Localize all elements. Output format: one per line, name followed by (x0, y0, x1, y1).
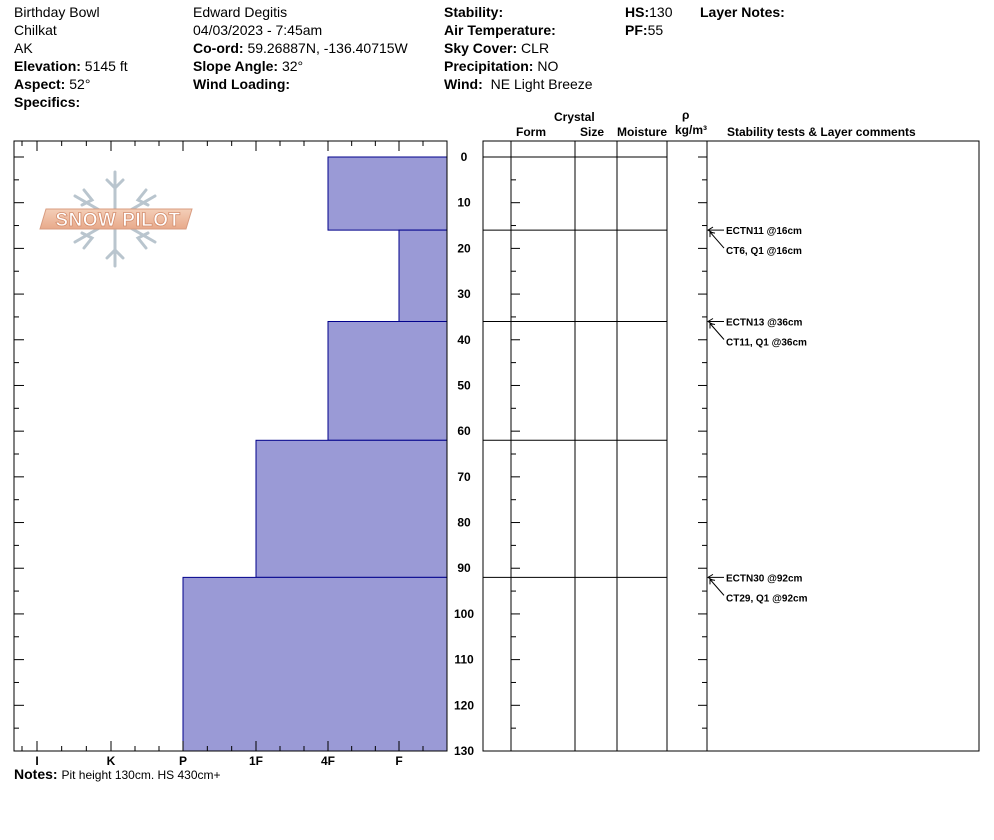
depth-tick-label: 50 (457, 378, 471, 392)
wind-value: NE Light Breeze (490, 76, 593, 92)
specifics-label: Specifics: (14, 94, 81, 110)
stability-test-label: ECTN11 @16cm (726, 226, 802, 237)
depth-tick-label: 0 (461, 150, 468, 164)
depth-tick-label: 80 (457, 516, 471, 530)
size-header: Size (580, 125, 605, 139)
form-header: Form (516, 125, 546, 139)
test-arrow-2 (709, 579, 725, 596)
notes-text: Pit height 130cm. HS 430cm+ (61, 768, 221, 782)
location-name: Birthday Bowl (14, 4, 100, 20)
hardness-tick-label: P (179, 754, 187, 768)
hardness-bar-2 (327, 320, 448, 441)
air-temp-label: Air Temperature: (444, 22, 556, 38)
hardness-bar-1 (398, 229, 448, 322)
hardness-tick-label: K (107, 754, 116, 768)
hs-label: HS: (625, 4, 650, 20)
hardness-bar-3 (255, 439, 448, 578)
depth-tick-label: 60 (457, 424, 471, 438)
table-depth-ticks (511, 156, 707, 752)
precip-row: Precipitation: NO (444, 58, 558, 74)
wind-row: Wind: NE Light Breeze (444, 76, 593, 92)
test-arrowhead-2 (709, 578, 716, 585)
crystal-table-frame (482, 140, 980, 752)
depth-tick-label: 100 (454, 607, 474, 621)
comments-header: Stability tests & Layer comments (727, 125, 916, 139)
snowpilot-logo-banner (39, 208, 193, 230)
elevation-value: 5145 ft (84, 58, 128, 74)
stability-test-label: CT29, Q1 @92cm (726, 593, 808, 604)
slope-value: 32° (281, 58, 304, 74)
hardness-tick-label: I (35, 754, 38, 768)
slope-label: Slope Angle: (193, 58, 279, 74)
hardness-bar-4 (182, 576, 448, 752)
sky-value: CLR (521, 40, 550, 56)
slope-row: Slope Angle: 32° (193, 58, 303, 74)
pf-row: PF:55 (625, 22, 663, 38)
moisture-header: Moisture (617, 125, 668, 139)
hs-value: 130 (649, 4, 673, 20)
hardness-axis: I K P 1F 4F F (21, 141, 424, 768)
state-name: AK (14, 40, 33, 56)
depth-tick-label: 10 (457, 196, 471, 210)
test-arrowhead-2 (709, 231, 716, 238)
wind-loading-label: Wind Loading: (193, 76, 291, 92)
stability-label: Stability: (444, 4, 504, 20)
depth-tick-label: 40 (457, 333, 471, 347)
hardness-tick-label: 4F (321, 754, 335, 768)
range-name: Chilkat (14, 22, 57, 38)
depth-tick-label: 90 (457, 561, 471, 575)
sky-label: Sky Cover: (444, 40, 518, 56)
depth-tick-label: 30 (457, 287, 471, 301)
layer-notes-label: Layer Notes: (700, 4, 785, 20)
depth-tick-label: 70 (457, 470, 471, 484)
sky-row: Sky Cover: CLR (444, 40, 549, 56)
density-unit-header: kg/m³ (675, 123, 708, 137)
hardness-tick-label: 1F (249, 754, 263, 768)
test-arrow-2 (709, 323, 725, 340)
coord-label: Co-ord: (193, 40, 244, 56)
stability-test-label: CT6, Q1 @16cm (726, 246, 802, 257)
observer-name: Edward Degitis (193, 4, 288, 20)
test-arrowhead-2 (709, 322, 716, 329)
observation-datetime: 04/03/2023 - 7:45am (193, 22, 323, 38)
stability-tests: ECTN11 @16cm CT6, Q1 @16cm ECTN13 @36cm CT1… (707, 226, 808, 604)
elevation-row: Elevation: 5145 ft (14, 58, 128, 74)
elevation-label: Elevation: (14, 58, 81, 74)
aspect-row: Aspect: 52° (14, 76, 90, 92)
rho-header: ρ (682, 108, 690, 122)
hardness-tick-label: F (395, 754, 402, 768)
depth-tick-label: 110 (454, 653, 474, 667)
pf-value: 55 (647, 22, 664, 38)
precip-value: NO (537, 58, 559, 74)
stability-test-label: ECTN13 @36cm (726, 317, 803, 328)
notes-row: Notes: Pit height 130cm. HS 430cm+ (14, 766, 221, 783)
test-arrow-2 (709, 231, 725, 249)
coord-row: Co-ord: 59.26887N, -136.40715W (193, 40, 408, 56)
crystal-header: Crystal (554, 110, 595, 124)
stability-test-label: ECTN30 @92cm (726, 573, 803, 584)
aspect-value: 52° (69, 76, 91, 92)
hardness-bars (182, 156, 448, 752)
hardness-plot-frame (13, 140, 448, 752)
depth-tick-label: 20 (457, 241, 471, 255)
depth-tick-label: 130 (454, 744, 474, 758)
precip-label: Precipitation: (444, 58, 534, 74)
depth-tick-label: 120 (454, 698, 474, 712)
stability-test-label: CT11, Q1 @36cm (726, 337, 807, 348)
hardness-bar-0 (327, 156, 448, 231)
hs-row: HS:130 (625, 4, 672, 20)
aspect-label: Aspect: (14, 76, 66, 92)
depth-axis: 0 10 20 30 40 50 60 70 80 90 100 110 120 130 (14, 150, 474, 758)
notes-label: Notes: (14, 766, 58, 782)
snowpilot-logo-text: SNOW PILOT (55, 210, 180, 231)
layer-boundaries (483, 156, 667, 578)
pf-label: PF: (625, 22, 648, 38)
wind-label: Wind: (444, 76, 483, 92)
coord-value: 59.26887N, -136.40715W (247, 40, 408, 56)
